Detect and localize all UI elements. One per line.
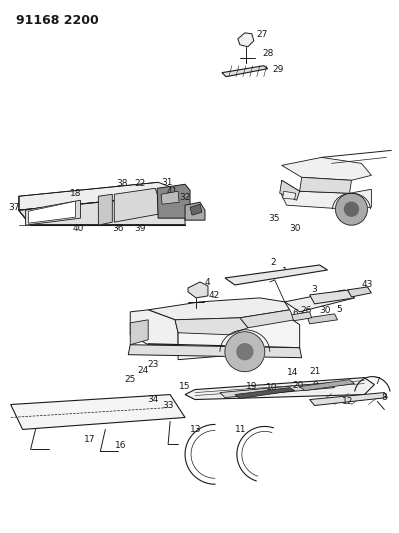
Text: 18: 18	[70, 189, 81, 198]
Text: 40: 40	[73, 224, 84, 232]
Text: 33: 33	[162, 401, 174, 410]
Text: 30: 30	[319, 306, 330, 316]
Polygon shape	[19, 182, 185, 210]
Polygon shape	[130, 320, 148, 345]
Text: 28: 28	[262, 49, 273, 58]
Text: 37: 37	[8, 203, 20, 212]
Text: 1: 1	[282, 268, 288, 277]
Polygon shape	[11, 394, 185, 430]
Polygon shape	[148, 298, 290, 320]
Text: 39: 39	[134, 224, 146, 232]
Polygon shape	[310, 393, 387, 406]
Text: 23: 23	[148, 360, 159, 369]
Text: 4: 4	[204, 278, 210, 287]
Text: 38: 38	[117, 179, 128, 188]
Polygon shape	[128, 345, 302, 358]
Text: 22: 22	[134, 179, 146, 188]
Text: 91168 2200: 91168 2200	[16, 14, 99, 27]
Text: 15: 15	[179, 382, 191, 391]
Text: 10: 10	[266, 383, 277, 392]
Text: 26: 26	[300, 306, 311, 316]
Text: 6: 6	[293, 309, 298, 318]
Text: 27: 27	[256, 30, 267, 39]
Text: 32: 32	[180, 193, 191, 202]
Circle shape	[237, 344, 253, 360]
Polygon shape	[348, 287, 371, 297]
Text: 2: 2	[270, 257, 276, 266]
Text: 34: 34	[148, 395, 159, 404]
Polygon shape	[29, 201, 75, 223]
Polygon shape	[310, 290, 354, 304]
Text: 13: 13	[190, 425, 202, 434]
Polygon shape	[300, 379, 354, 391]
Text: 20: 20	[292, 381, 303, 390]
Polygon shape	[225, 265, 328, 285]
Text: 25: 25	[124, 375, 136, 384]
Text: 5: 5	[337, 305, 342, 314]
Text: 30: 30	[289, 224, 300, 232]
Text: 7: 7	[375, 377, 380, 386]
Circle shape	[225, 332, 265, 372]
Polygon shape	[185, 377, 374, 400]
Polygon shape	[282, 157, 371, 180]
Circle shape	[336, 193, 367, 225]
Text: 12: 12	[342, 397, 353, 406]
Polygon shape	[185, 202, 205, 220]
Polygon shape	[300, 177, 352, 193]
Circle shape	[344, 202, 358, 216]
Text: 43: 43	[362, 280, 373, 289]
Text: 14: 14	[287, 368, 298, 377]
Polygon shape	[178, 318, 300, 360]
Polygon shape	[161, 191, 179, 204]
Polygon shape	[238, 33, 254, 47]
Text: 19: 19	[246, 382, 258, 391]
Polygon shape	[292, 312, 312, 321]
Text: 36: 36	[113, 224, 124, 232]
Text: 42: 42	[208, 292, 219, 301]
Polygon shape	[235, 387, 295, 399]
Text: 35: 35	[268, 214, 279, 223]
Polygon shape	[282, 180, 371, 209]
Polygon shape	[175, 318, 248, 335]
Text: 21: 21	[309, 367, 320, 376]
Text: 41: 41	[166, 187, 178, 196]
Text: 8: 8	[381, 393, 387, 402]
Text: 31: 31	[161, 178, 173, 187]
Polygon shape	[280, 180, 300, 200]
Polygon shape	[240, 310, 295, 328]
Polygon shape	[285, 290, 354, 312]
Polygon shape	[130, 310, 178, 345]
Polygon shape	[26, 200, 81, 225]
Polygon shape	[308, 314, 338, 324]
Polygon shape	[114, 188, 158, 222]
Polygon shape	[283, 191, 296, 199]
Polygon shape	[188, 282, 208, 298]
Polygon shape	[222, 66, 268, 77]
Polygon shape	[220, 383, 334, 398]
Polygon shape	[190, 204, 202, 215]
Text: 9: 9	[313, 381, 318, 390]
Text: 16: 16	[115, 441, 126, 450]
Text: 3: 3	[312, 285, 318, 294]
Text: 24: 24	[138, 366, 149, 375]
Polygon shape	[19, 196, 185, 225]
Polygon shape	[157, 184, 190, 218]
Text: 11: 11	[235, 425, 247, 434]
Text: 17: 17	[84, 435, 95, 444]
Polygon shape	[98, 194, 112, 225]
Text: 29: 29	[272, 65, 283, 74]
